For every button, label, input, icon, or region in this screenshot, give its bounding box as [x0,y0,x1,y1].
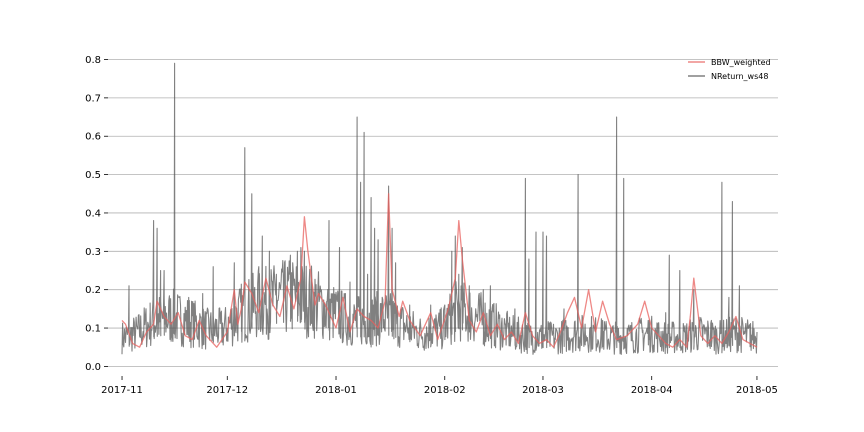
grid-lines [108,59,778,367]
x-axis: 2017-11 2017-12 2018-01 2018-02 2018-03 2018-… [101,376,778,396]
y-tick-label: 0.5 [85,170,101,181]
y-tick-label: 0.4 [85,208,101,219]
y-tick-label: 0.1 [85,324,101,335]
legend-label-nreturn-ws48: NReturn_ws48 [711,72,768,81]
x-tick-label: 2018-03 [522,385,564,396]
x-tick-label: 2017-12 [206,385,248,396]
y-tick-label: 0.0 [85,362,101,373]
series-nreturn-ws48-line [121,62,758,355]
y-tick-label: 0.7 [85,93,101,104]
y-tick-label: 0.2 [85,285,101,296]
x-tick-label: 2018-01 [315,385,357,396]
series-layer [121,62,758,355]
x-tick-label: 2018-05 [736,385,778,396]
y-axis: 0.0 0.1 0.2 0.3 0.4 0.5 0.6 0.7 0.8 [85,55,108,373]
y-tick-label: 0.6 [85,132,101,143]
x-tick-label: 2018-02 [424,385,466,396]
x-tick-label: 2018-04 [631,385,673,396]
y-tick-label: 0.3 [85,247,101,258]
x-tick-label: 2017-11 [101,385,143,396]
legend-label-bbw-weighted: BBW_weighted [711,58,771,67]
y-tick-label: 0.8 [85,55,101,66]
series-bbw-weighted-line [121,193,758,348]
legend: BBW_weighted NReturn_ws48 [688,58,771,81]
